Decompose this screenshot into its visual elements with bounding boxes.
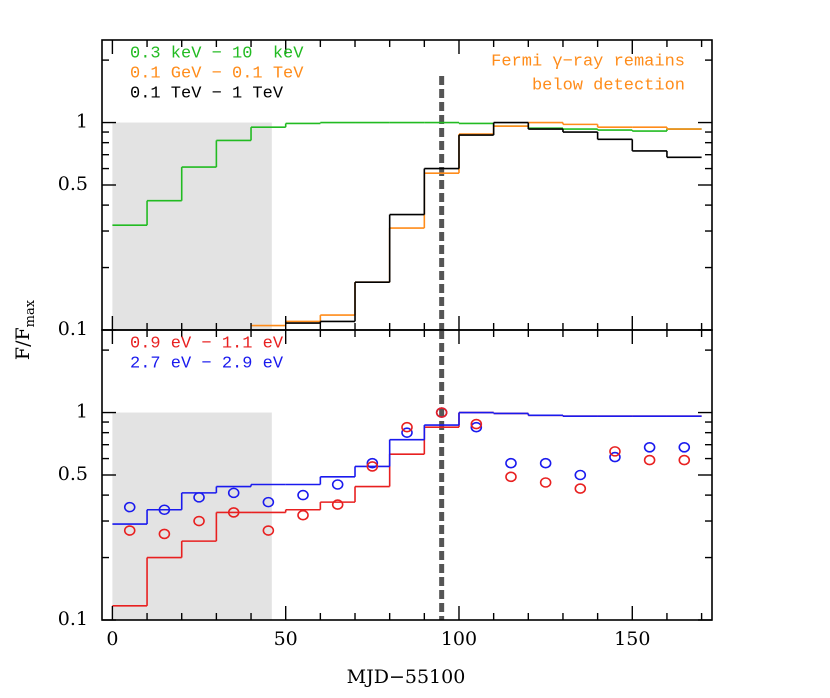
y-axis-label-sub: max bbox=[23, 299, 38, 327]
data-point bbox=[227, 507, 240, 518]
legend-entry: 2.7 eV − 2.9 eV bbox=[130, 354, 284, 373]
data-point bbox=[470, 421, 483, 433]
data-point bbox=[539, 457, 552, 469]
data-point bbox=[609, 446, 621, 457]
x-tick-label: 0 bbox=[106, 628, 118, 650]
annotation: Fermi γ−ray remains bbox=[491, 52, 685, 71]
data-point bbox=[366, 457, 379, 469]
data-point bbox=[193, 515, 205, 527]
data-point bbox=[366, 461, 379, 472]
data-point bbox=[505, 457, 517, 469]
y-tick-label: 1 bbox=[76, 111, 88, 133]
x-tick-label: 50 bbox=[274, 628, 298, 650]
data-point bbox=[262, 525, 275, 536]
y-tick-label: 0.5 bbox=[58, 173, 88, 195]
data-point bbox=[470, 418, 483, 430]
y-tick-label: 0.1 bbox=[58, 608, 88, 630]
data-point bbox=[123, 525, 136, 536]
data-point bbox=[331, 479, 344, 490]
data-point bbox=[678, 441, 691, 453]
y-axis-label: F/Fmax bbox=[12, 299, 38, 360]
x-tick-label: 100 bbox=[441, 628, 477, 650]
y-tick-label: 0.5 bbox=[58, 463, 88, 485]
legend-entry: 0.1 GeV − 0.1 TeV bbox=[130, 64, 304, 83]
data-point bbox=[331, 499, 344, 510]
x-axis-label: MJD−55100 bbox=[347, 666, 466, 688]
data-point bbox=[297, 489, 309, 501]
x-tick-label: 150 bbox=[614, 628, 650, 650]
data-point bbox=[678, 454, 691, 466]
data-point bbox=[227, 487, 240, 499]
data-point bbox=[158, 528, 171, 540]
data-point bbox=[401, 421, 413, 433]
data-point bbox=[574, 483, 587, 494]
data-point bbox=[123, 501, 136, 513]
shaded-region bbox=[112, 412, 272, 620]
data-point bbox=[643, 454, 656, 466]
y-tick-label: 1 bbox=[76, 401, 88, 423]
data-point bbox=[158, 504, 171, 516]
data-point bbox=[297, 509, 309, 521]
data-point bbox=[193, 492, 205, 503]
data-point bbox=[574, 469, 587, 481]
y-tick-label: 0.1 bbox=[58, 318, 88, 340]
y-axis-label-main: F/F bbox=[12, 327, 34, 360]
shaded-region bbox=[112, 122, 272, 330]
annotation: below detection bbox=[532, 76, 685, 95]
legend-entry: 0.3 keV − 10 keV bbox=[130, 44, 304, 63]
data-point bbox=[643, 441, 656, 453]
legend-entry: 0.9 eV − 1.1 eV bbox=[130, 334, 284, 353]
data-point bbox=[401, 427, 413, 438]
legend-entry: 0.1 TeV − 1 TeV bbox=[130, 84, 284, 103]
data-point bbox=[505, 471, 517, 483]
data-point bbox=[262, 496, 275, 508]
data-point bbox=[609, 451, 621, 463]
data-point bbox=[435, 407, 448, 418]
data-point bbox=[539, 477, 552, 488]
